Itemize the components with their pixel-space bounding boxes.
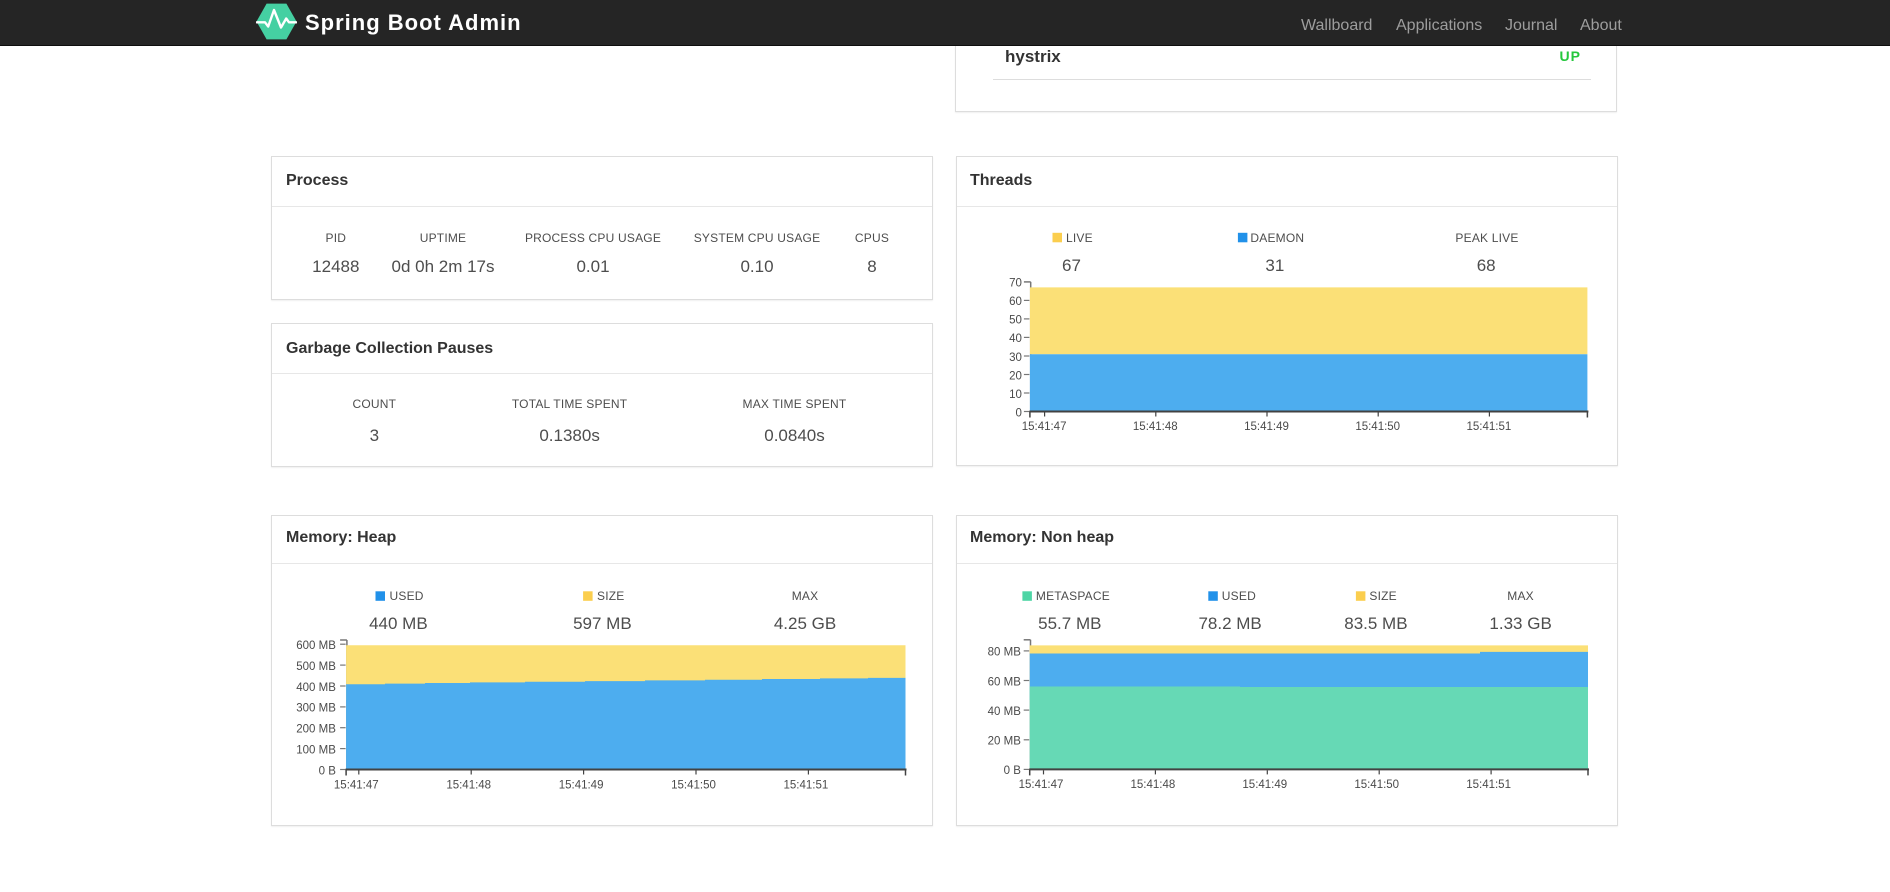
svg-text:15:41:51: 15:41:51 — [1467, 421, 1512, 433]
svg-text:15:41:50: 15:41:50 — [1355, 421, 1400, 433]
svg-text:300 MB: 300 MB — [296, 703, 336, 715]
svg-text:500 MB: 500 MB — [296, 661, 336, 673]
svg-text:15:41:51: 15:41:51 — [784, 779, 829, 791]
svg-text:20: 20 — [1009, 370, 1022, 382]
svg-text:15:41:50: 15:41:50 — [1354, 779, 1399, 791]
svg-text:50: 50 — [1009, 315, 1022, 327]
svg-text:15:41:50: 15:41:50 — [671, 779, 716, 791]
svg-text:60 MB: 60 MB — [988, 676, 1022, 688]
svg-text:200 MB: 200 MB — [296, 724, 336, 736]
svg-text:400 MB: 400 MB — [296, 682, 336, 694]
svg-text:40 MB: 40 MB — [988, 706, 1022, 718]
svg-text:15:41:51: 15:41:51 — [1466, 779, 1511, 791]
svg-text:15:41:49: 15:41:49 — [559, 779, 604, 791]
svg-text:15:41:48: 15:41:48 — [1133, 421, 1178, 433]
svg-text:15:41:47: 15:41:47 — [334, 779, 379, 791]
svg-text:10: 10 — [1009, 389, 1022, 401]
svg-text:15:41:47: 15:41:47 — [1022, 421, 1067, 433]
svg-text:100 MB: 100 MB — [296, 744, 336, 756]
svg-text:0 B: 0 B — [1004, 765, 1022, 777]
svg-text:600 MB: 600 MB — [296, 640, 336, 652]
svg-text:15:41:49: 15:41:49 — [1244, 421, 1289, 433]
svg-text:80 MB: 80 MB — [988, 647, 1022, 659]
svg-text:70: 70 — [1009, 278, 1022, 290]
svg-text:0 B: 0 B — [319, 765, 337, 777]
svg-text:20 MB: 20 MB — [988, 736, 1022, 748]
svg-text:40: 40 — [1009, 333, 1022, 345]
svg-text:15:41:49: 15:41:49 — [1242, 779, 1287, 791]
svg-text:60: 60 — [1009, 296, 1022, 308]
svg-text:15:41:48: 15:41:48 — [446, 779, 491, 791]
svg-text:15:41:48: 15:41:48 — [1131, 779, 1176, 791]
svg-text:15:41:47: 15:41:47 — [1019, 779, 1064, 791]
svg-text:0: 0 — [1015, 407, 1021, 419]
svg-text:30: 30 — [1009, 352, 1022, 364]
